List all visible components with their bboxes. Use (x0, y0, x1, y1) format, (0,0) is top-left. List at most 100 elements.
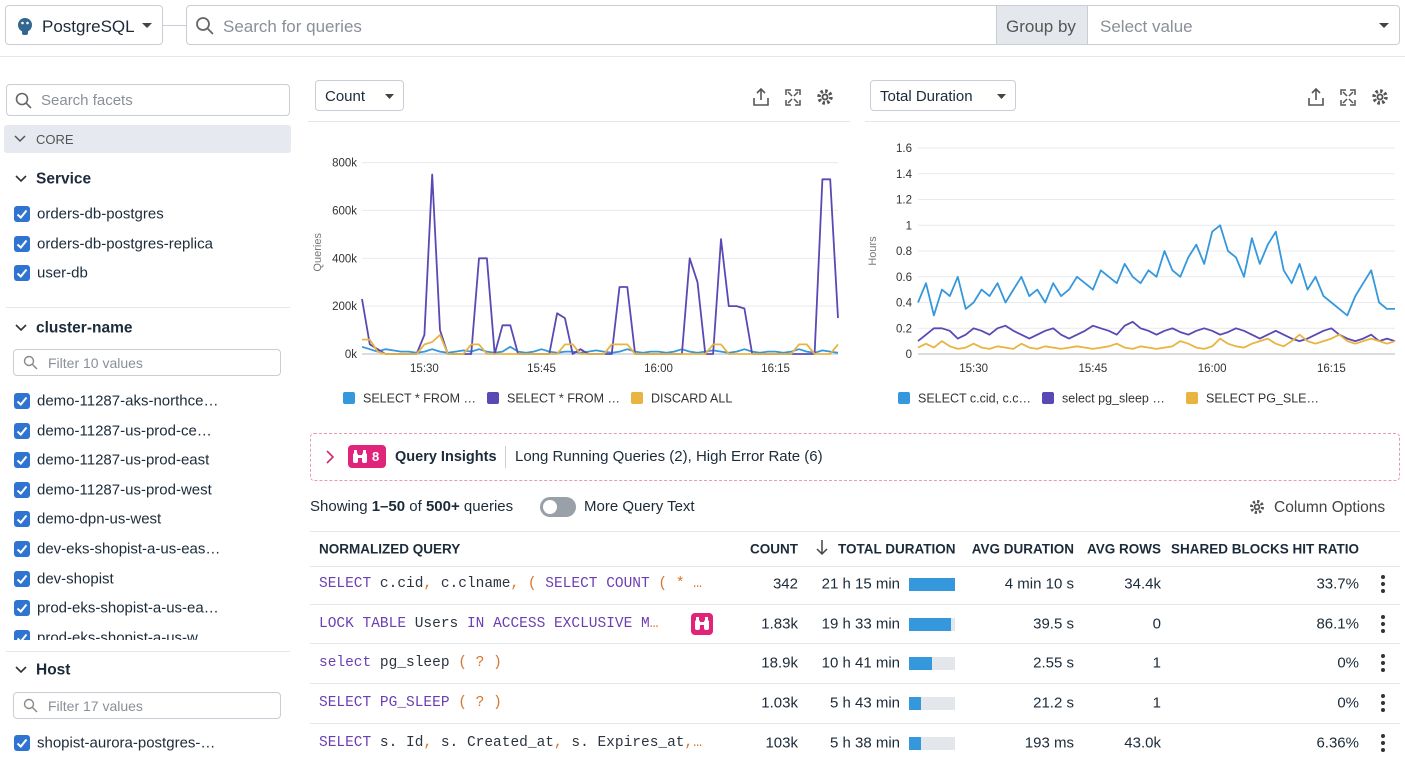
facet-search[interactable]: Search facets (6, 84, 290, 116)
metric-dropdown[interactable]: Total Duration (870, 80, 1016, 111)
chart-actions[interactable] (1305, 86, 1395, 108)
chevron (326, 450, 335, 464)
query-token: ( (458, 655, 467, 672)
chart-actions[interactable] (750, 86, 840, 108)
avg-duration: 193 ms (1024, 734, 1074, 752)
query-token: SELECT (319, 575, 372, 592)
query-token: * (675, 575, 685, 592)
facet-title: Host (36, 661, 71, 679)
query-token: c.clname (440, 575, 511, 592)
query-text: select pg_sleep ( ? ) (319, 656, 502, 671)
facet-filter[interactable]: Filter 17 values (13, 692, 281, 719)
column-options[interactable]: Column Options (1274, 499, 1386, 516)
core-section[interactable]: CORE (4, 125, 291, 153)
query-token (406, 615, 415, 631)
query-token (519, 576, 528, 592)
toggle[interactable] (540, 497, 576, 517)
check (16, 209, 28, 219)
query-token: select (319, 655, 372, 672)
column-header: COUNT (750, 541, 798, 557)
query-token: ? (475, 694, 485, 711)
search-icon (196, 17, 214, 35)
checkbox[interactable] (14, 206, 30, 222)
avg-rows: 34.4k (1124, 575, 1161, 593)
checkbox[interactable] (14, 481, 30, 498)
query-token: SELECT (545, 575, 598, 592)
insight-icon[interactable] (691, 612, 713, 635)
check (16, 456, 28, 466)
hit-ratio: 0% (1337, 654, 1359, 672)
query-token (450, 695, 459, 711)
check (16, 604, 28, 614)
query-token (537, 576, 546, 592)
checkbox[interactable] (14, 452, 30, 469)
query-search[interactable]: Search for queries Group by Select value (186, 5, 1400, 45)
query-token (484, 615, 493, 631)
row-menu[interactable] (1378, 733, 1388, 753)
avg-rows: 1 (1152, 654, 1161, 672)
checkbox[interactable] (14, 570, 30, 587)
checkbox[interactable] (14, 541, 30, 557)
database-dropdown[interactable]: PostgreSQL (5, 5, 163, 45)
query-token: s. (379, 734, 398, 751)
query-token (397, 735, 406, 751)
facet-filter[interactable]: Filter 10 values (13, 349, 281, 376)
facet-item: orders-db-postgres (37, 205, 164, 223)
checkbox[interactable] (14, 629, 30, 640)
row-menu[interactable] (1378, 614, 1388, 634)
check (16, 485, 28, 495)
facet-title: Service (36, 170, 92, 188)
sort-arrow[interactable] (815, 539, 829, 556)
table-border (310, 566, 1400, 567)
group-by-segment: Group by (996, 6, 1088, 44)
query-text: SELECT PG_SLEEP ( ? ) (319, 696, 502, 711)
query-token: Expires_at (597, 734, 685, 751)
row-menu[interactable] (1378, 653, 1388, 673)
gear-icon (1250, 500, 1264, 514)
checkbox[interactable] (14, 235, 30, 252)
results-prefix: Showing (310, 498, 368, 515)
avg-duration: 4 min 10 s (1004, 575, 1074, 593)
row-menu[interactable] (1378, 574, 1388, 594)
checkbox[interactable] (14, 511, 30, 528)
binoculars-icon (695, 616, 709, 630)
query-token: LOCK (319, 615, 354, 632)
query-token (484, 695, 493, 711)
total-duration: 5 h 38 min (829, 734, 900, 752)
checkbox[interactable] (14, 735, 30, 751)
caret (142, 23, 152, 28)
database-label: PostgreSQL (42, 17, 135, 36)
query-token: TABLE (362, 615, 407, 632)
metric-dropdown[interactable]: Count (315, 80, 404, 111)
kebab-icon (1381, 575, 1385, 593)
kebab-icon (1381, 614, 1385, 633)
facet-item: demo-11287-aks-northce… (37, 392, 219, 410)
query-token: M (641, 615, 650, 632)
chevron[interactable] (15, 324, 27, 332)
check (16, 396, 28, 406)
search-placeholder: Search for queries (223, 17, 362, 36)
check (16, 239, 28, 249)
chevron[interactable] (15, 666, 27, 674)
checkbox[interactable] (14, 600, 30, 617)
checkbox[interactable] (14, 422, 30, 439)
query-text: LOCK TABLE Users IN ACCESS EXCLUSIVE M… (319, 616, 658, 631)
kebab-icon (1381, 733, 1385, 752)
insights-badge: 8 (348, 445, 386, 468)
row-menu[interactable] (1378, 693, 1388, 713)
kebab-icon (1381, 694, 1385, 713)
checkbox[interactable] (14, 265, 30, 282)
query-token (371, 695, 380, 711)
caret (385, 94, 394, 99)
query-token: ? (475, 655, 485, 672)
query-token: Created_at (466, 734, 554, 751)
facet-item: demo-11287-us-prod-ce… (37, 422, 212, 440)
checkbox[interactable] (14, 393, 30, 409)
insights-banner[interactable]: 8 Query Insights Long Running Queries (2… (310, 433, 1400, 481)
duration-bar (909, 736, 922, 750)
chevron[interactable] (15, 175, 27, 183)
group-by-placeholder[interactable]: Select value (1100, 17, 1193, 36)
facet-title: cluster-name (36, 319, 133, 337)
column-header: AVG ROWS (1087, 541, 1161, 557)
